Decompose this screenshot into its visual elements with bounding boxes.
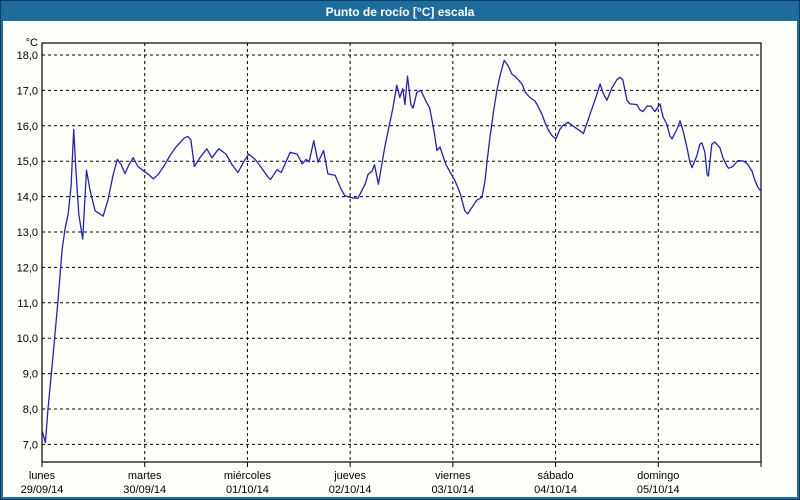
x-day-name-label: miércoles [224,470,272,482]
y-tick-label: 9,0 [23,369,38,381]
title-bar: Punto de rocío [°C] escala [3,3,797,21]
x-day-date-label: 01/10/14 [226,484,269,496]
y-tick-label: 8,0 [23,404,38,416]
x-day-date-label: 30/09/14 [123,484,166,496]
y-tick-label: 10,0 [17,333,38,345]
y-tick-label: 18,0 [17,50,38,62]
dew-point-series-line [41,59,762,444]
y-tick-label: 15,0 [17,156,38,168]
chart-area: 18,0 17,0 16,0 15,0 14,0 13,0 12,0 11,0 10,0 9,0 8… [3,21,797,497]
x-day-name-label: martes [128,470,162,482]
x-day-date-label: 02/10/14 [329,484,372,496]
x-day-name-label: domingo [637,470,679,482]
plot-border [41,42,762,463]
y-tick-label: 13,0 [17,227,38,239]
y-tick-label: 16,0 [17,121,38,133]
page-title: Punto de rocío [°C] escala [325,5,475,19]
x-day-name-label: viernes [435,470,471,482]
x-day-date-label: 29/09/14 [21,484,64,496]
x-day-name-label: sábado [538,470,574,482]
x-day-name-label: jueves [333,470,366,482]
x-day-date-label: 03/10/14 [431,484,474,496]
x-day-name-label: lunes [29,470,56,482]
x-day-date-label: 04/10/14 [534,484,577,496]
y-tick-label: 7,0 [23,439,38,451]
y-tick-label: 17,0 [17,85,38,97]
y-axis-unit-label: °C [26,37,38,49]
y-tick-label: 11,0 [17,298,38,310]
x-day-date-label: 05/10/14 [637,484,680,496]
y-tick-label: 14,0 [17,192,38,204]
y-tick-label: 12,0 [17,262,38,274]
dew-point-line-chart: 18,0 17,0 16,0 15,0 14,0 13,0 12,0 11,0 10,0 9,0 8… [17,37,762,496]
